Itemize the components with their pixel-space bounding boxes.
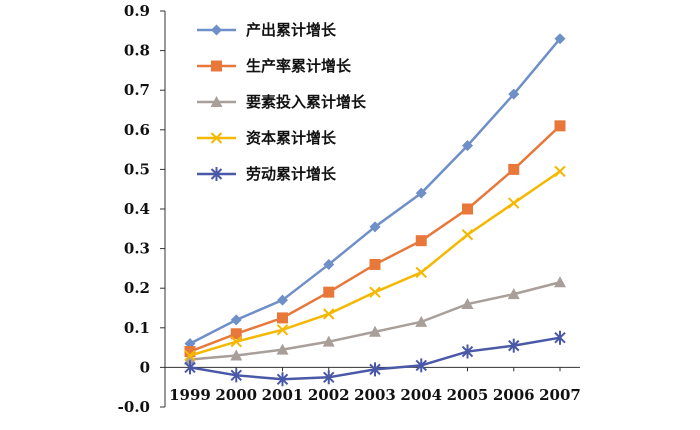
- y-tick-label: -0.0: [118, 398, 150, 416]
- legend-marker: [211, 24, 222, 36]
- data-point: [461, 298, 474, 310]
- x-tick-label: 2004: [400, 386, 442, 404]
- data-point: [508, 88, 520, 100]
- legend-item: 要素投入累计增长: [197, 93, 367, 111]
- y-tick-label: 0.6: [124, 121, 150, 139]
- data-point: [230, 368, 242, 383]
- data-point: [276, 343, 289, 355]
- data-point: [230, 349, 243, 361]
- y-tick-label: 0.3: [124, 240, 150, 258]
- data-point: [461, 344, 474, 359]
- data-point: [508, 163, 520, 175]
- data-point: [415, 315, 428, 327]
- series-line: [189, 37, 561, 345]
- data-point: [554, 120, 566, 132]
- series-group: [184, 33, 566, 387]
- x-tick-label: 2003: [354, 386, 396, 404]
- legend-item: 劳动累计增长: [197, 165, 337, 183]
- data-point: [230, 314, 242, 326]
- data-point: [415, 358, 427, 373]
- data-point: [415, 235, 427, 247]
- data-point: [323, 370, 335, 385]
- data-point: [508, 197, 520, 209]
- data-point: [508, 338, 520, 353]
- series-1: [184, 33, 566, 350]
- legend-label: 生产率累计增长: [246, 57, 352, 75]
- data-point: [230, 328, 242, 340]
- x-tick-labels: 1999 2000 2001 2002 2003 2004 2005 2006 2007: [169, 367, 581, 404]
- x-tick-label: 2002: [308, 386, 350, 404]
- legend-item: 生产率累计增长: [197, 57, 352, 75]
- data-point: [184, 353, 196, 365]
- series-3: [184, 276, 566, 365]
- x-tick-label: 2006: [493, 386, 535, 404]
- data-point: [554, 165, 566, 178]
- data-point: [369, 258, 381, 270]
- data-point: [276, 372, 289, 387]
- data-point: [462, 203, 473, 215]
- data-point: [230, 335, 242, 348]
- y-tick-label: 0.5: [124, 160, 150, 178]
- series-5: [184, 330, 566, 387]
- data-point: [323, 258, 335, 270]
- data-point: [277, 312, 288, 324]
- y-tick-label: 0.9: [124, 2, 150, 20]
- data-point: [461, 229, 474, 241]
- data-point: [415, 266, 427, 279]
- data-point: [415, 187, 427, 199]
- legend-marker: [210, 96, 223, 107]
- data-point: [554, 33, 566, 45]
- y-tick-label: 0: [140, 358, 150, 376]
- legend-item: 资本累计增长: [197, 129, 337, 147]
- y-tick-labels: 0.9 0.8 0.7 0.6 0.5 0.4 0.3 0.2 0.1 0 -0.0: [118, 2, 165, 416]
- legend-label: 产出累计增长: [246, 21, 337, 39]
- data-point: [462, 140, 473, 152]
- data-point: [184, 360, 196, 375]
- data-point: [276, 324, 289, 336]
- x-tick-label: 2001: [262, 386, 304, 404]
- y-tick-label: 0.1: [124, 319, 150, 337]
- legend-label: 要素投入累计增长: [246, 93, 367, 111]
- data-point: [323, 308, 335, 320]
- legend-label: 劳动累计增长: [246, 165, 337, 183]
- data-point: [277, 294, 288, 306]
- data-point: [369, 325, 381, 337]
- data-point: [369, 362, 381, 377]
- data-point: [184, 346, 196, 358]
- data-point: [554, 276, 566, 288]
- data-point: [507, 288, 520, 300]
- y-tick-label: 0.2: [124, 279, 150, 297]
- data-point: [369, 221, 381, 233]
- y-tick-label: 0.4: [124, 200, 150, 218]
- x-tick-label: 2007: [539, 386, 581, 404]
- legend-label: 资本累计增长: [246, 129, 337, 147]
- legend-marker: [210, 132, 223, 144]
- series-line: [189, 124, 561, 353]
- axes: [164, 11, 580, 407]
- data-point: [369, 286, 381, 298]
- x-tick-label: 2000: [215, 386, 257, 404]
- x-tick-label: 1999: [169, 386, 211, 404]
- data-point: [184, 349, 196, 362]
- legend-item: 产出累计增长: [197, 21, 337, 39]
- y-tick-label: 0.7: [124, 81, 150, 99]
- data-point: [322, 335, 335, 347]
- legend-marker: [211, 60, 222, 72]
- data-point: [554, 330, 566, 345]
- data-point: [323, 286, 335, 298]
- series-2: [184, 120, 566, 358]
- legend-marker: [210, 167, 223, 181]
- x-tick-label: 2005: [447, 386, 489, 404]
- series-4: [184, 165, 566, 362]
- y-tick-label: 0.8: [124, 42, 150, 60]
